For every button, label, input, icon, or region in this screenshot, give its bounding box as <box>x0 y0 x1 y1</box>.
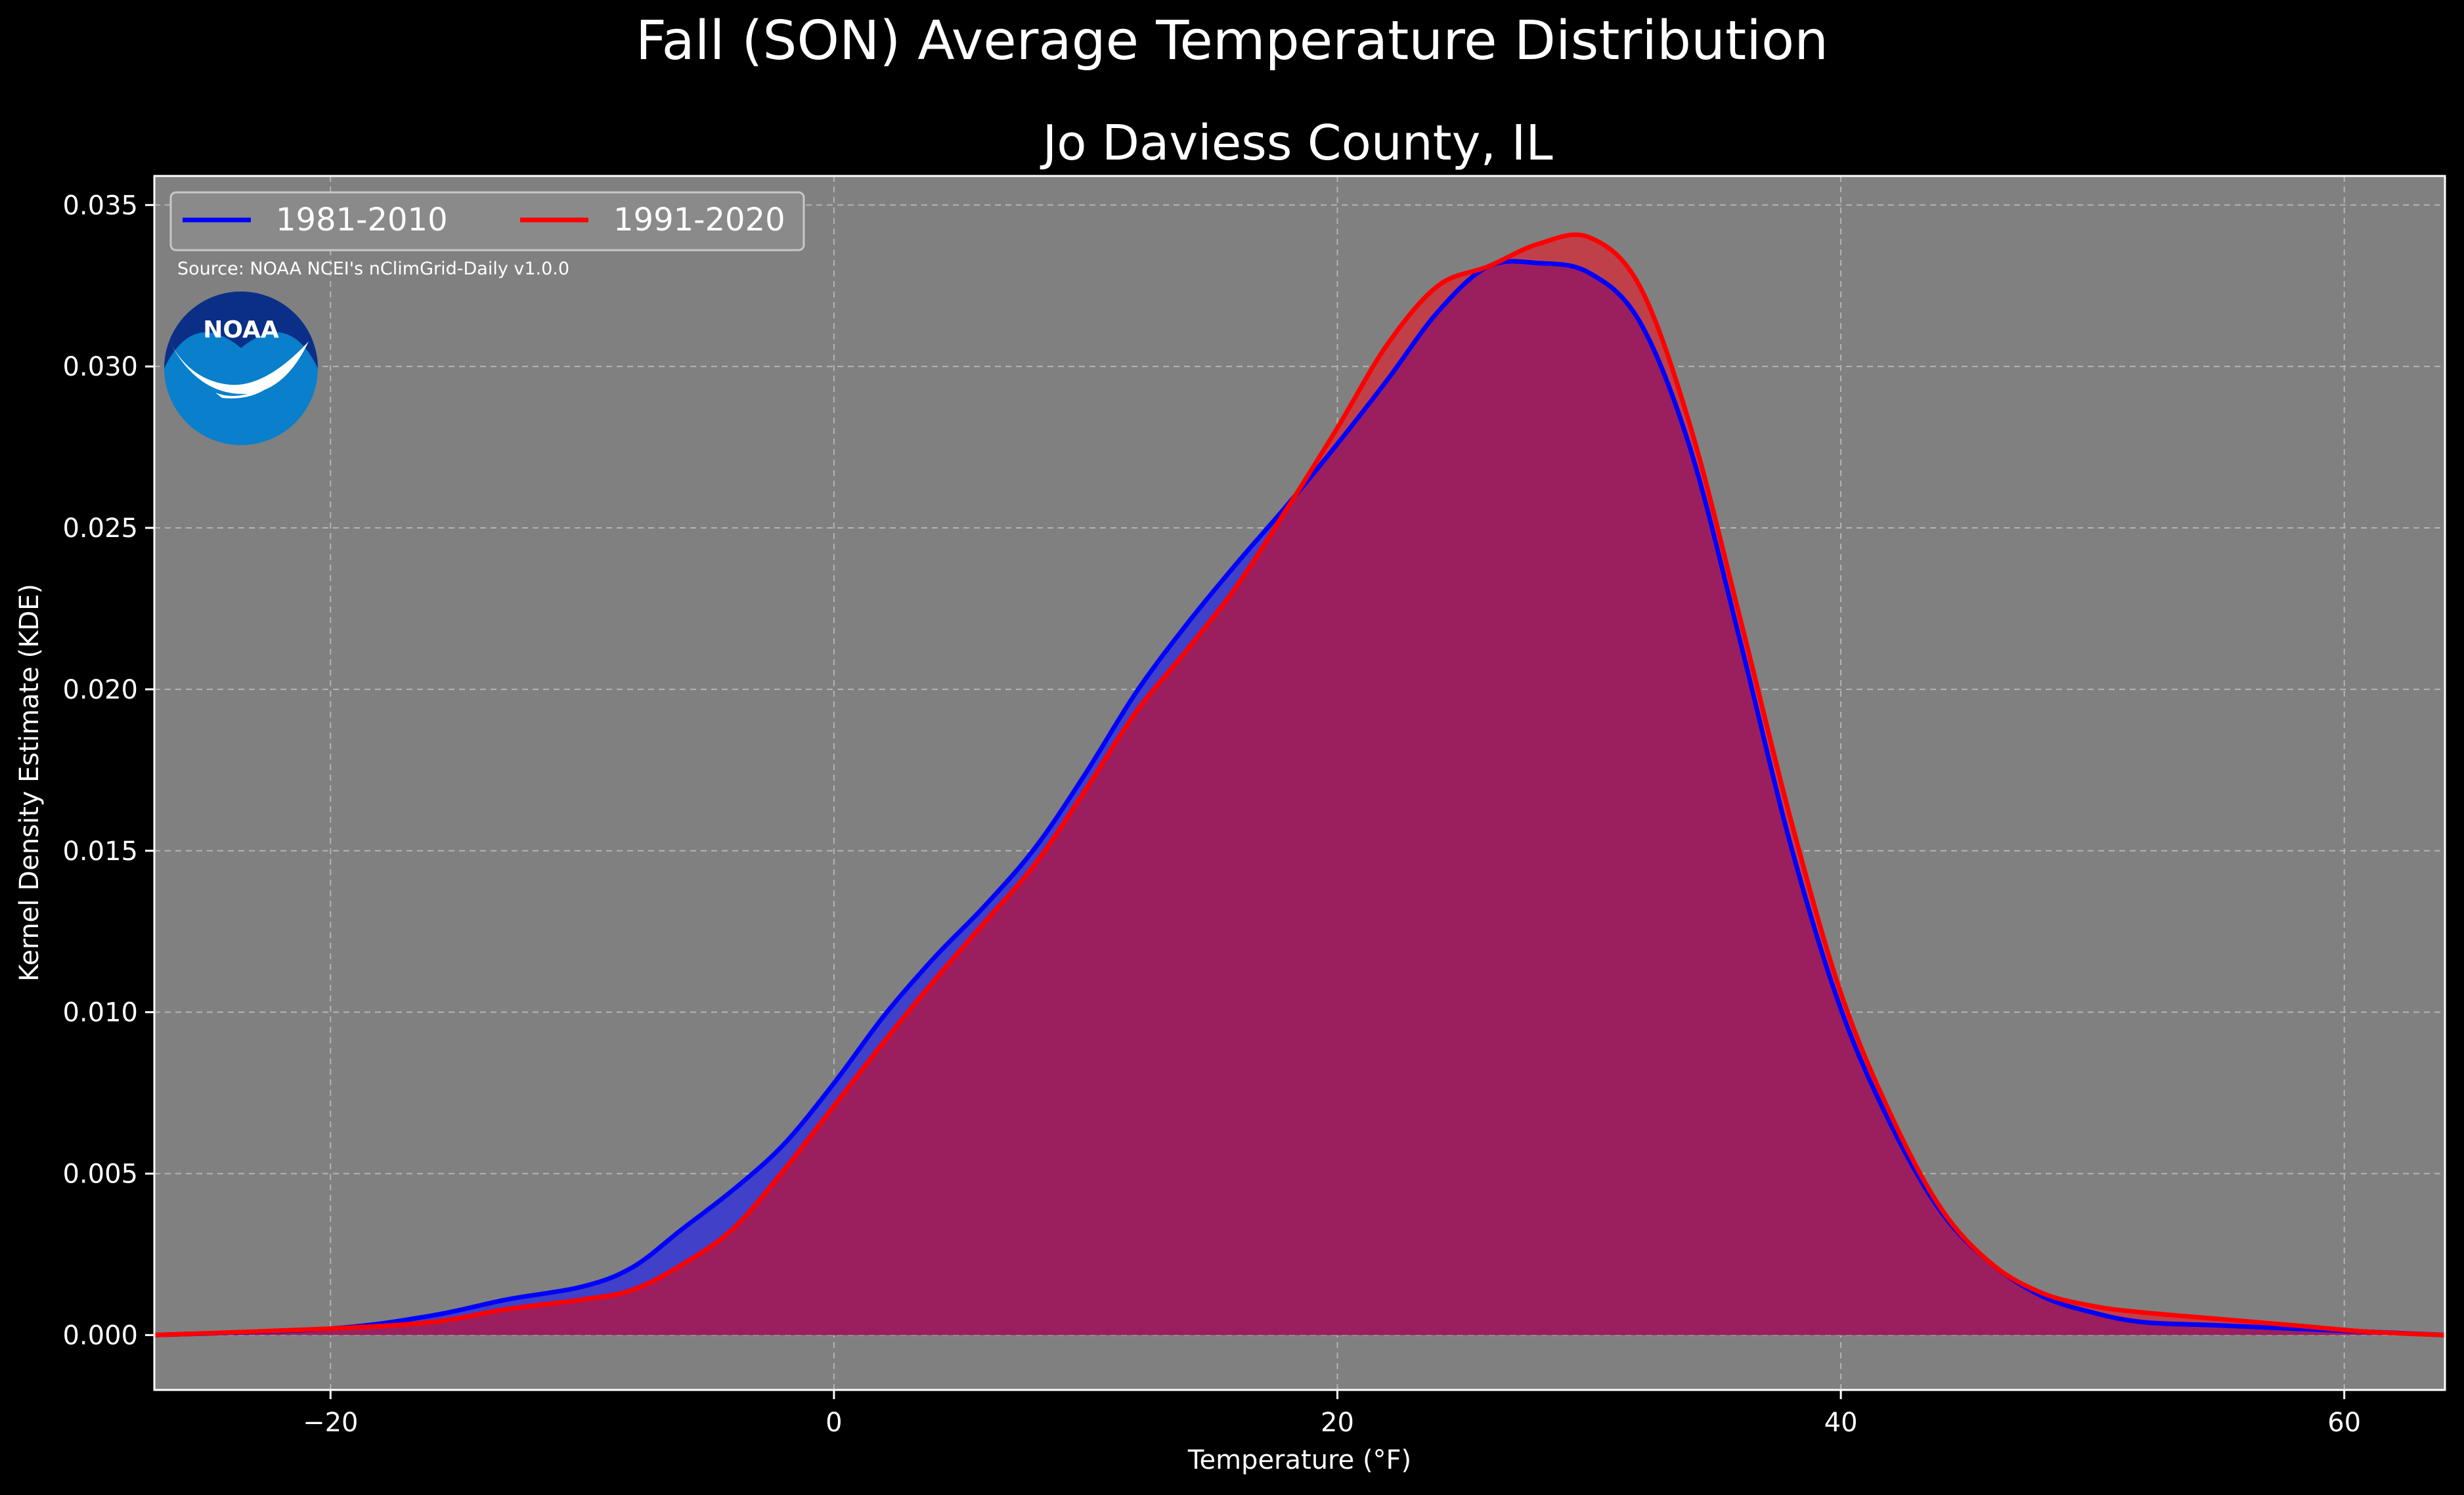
y-tick-label: 0.025 <box>62 513 138 544</box>
series-line-1991-2020 <box>154 232 2446 1337</box>
x-axis-ticks: −20 0 20 40 60 <box>303 1390 2361 1438</box>
x-axis-label: Temperature (°F) <box>1187 1445 1411 1475</box>
noaa-logo-text: NOAA <box>203 316 279 343</box>
x-tick-label: 20 <box>1321 1408 1354 1438</box>
x-tick-label: 40 <box>1824 1408 1858 1438</box>
y-tick-label: 0.010 <box>62 998 138 1028</box>
legend-box <box>169 191 805 251</box>
density-fills <box>154 234 2445 1335</box>
source-note: Source: NOAA NCEI's nClimGrid-Daily v1.0… <box>177 259 569 279</box>
y-axis-ticks: 0.000 0.005 0.010 0.015 0.020 0.025 0.030 0.035 <box>62 190 154 1351</box>
y-tick-label: 0.005 <box>62 1159 138 1190</box>
suptitle: Fall (SON) Average Temperature Distribut… <box>636 10 1828 72</box>
x-tick-label: 60 <box>2327 1408 2361 1438</box>
y-tick-label: 0.000 <box>62 1320 138 1351</box>
noaa-logo: NOAA <box>164 292 318 445</box>
density-lines <box>154 232 2446 1337</box>
x-tick-label: 0 <box>825 1408 842 1438</box>
y-tick-label: 0.030 <box>62 352 138 382</box>
legend-label-1981-2010: 1981-2010 <box>276 202 448 238</box>
y-axis-label: Kernel Density Estimate (KDE) <box>14 584 45 982</box>
chart-title: Jo Daviess County, IL <box>1040 115 1552 171</box>
y-tick-label: 0.035 <box>62 190 138 221</box>
legend-label-1991-2020: 1991-2020 <box>613 202 785 238</box>
legend: 1981-2010 1991-2020 <box>169 191 805 251</box>
y-tick-label: 0.020 <box>62 675 138 705</box>
plot-frame <box>153 175 2446 1391</box>
x-tick-label: −20 <box>303 1408 358 1438</box>
area-overlap <box>154 261 2445 1335</box>
y-tick-label: 0.015 <box>62 836 138 867</box>
